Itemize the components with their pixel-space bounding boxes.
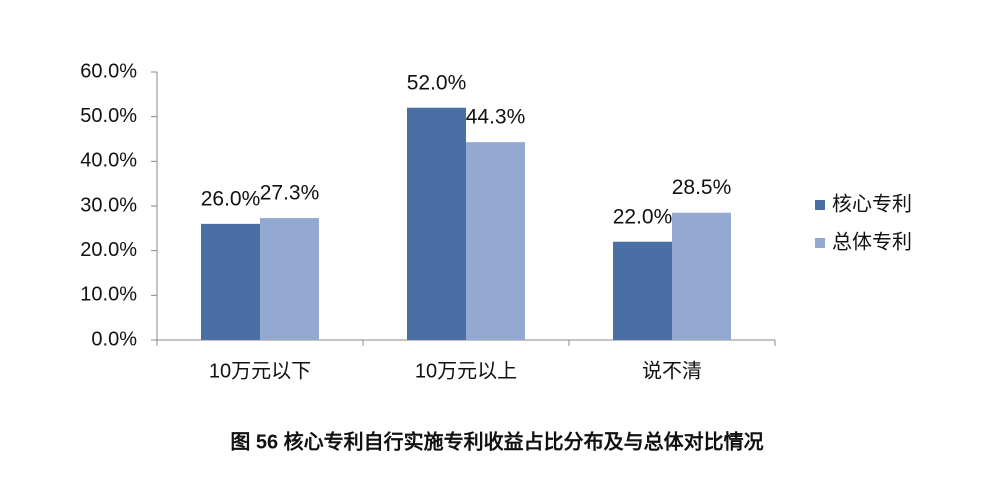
- value-label: 26.0%: [201, 187, 261, 210]
- y-tick-label: 10.0%: [80, 284, 137, 306]
- y-tick-label: 30.0%: [80, 194, 137, 216]
- x-tick-label: 说不清: [642, 359, 702, 382]
- y-tick-label: 60.0%: [80, 60, 137, 82]
- y-tick-label: 20.0%: [80, 239, 137, 261]
- legend-label: 核心专利: [832, 192, 912, 215]
- y-tick-label: 50.0%: [80, 105, 137, 127]
- value-label: 27.3%: [260, 182, 320, 205]
- chart-title: 图 56 核心专利自行实施专利收益占比分布及与总体对比情况: [230, 429, 763, 453]
- bar: [407, 107, 466, 340]
- value-label: 44.3%: [466, 106, 526, 129]
- bar: [260, 218, 319, 340]
- legend-swatch: [815, 238, 825, 248]
- x-tick-label: 10万元以上: [415, 359, 517, 382]
- y-tick-label: 40.0%: [80, 150, 137, 172]
- x-tick-label: 10万元以下: [209, 360, 311, 382]
- y-tick-label: 0.0%: [91, 328, 137, 350]
- value-label: 22.0%: [613, 205, 673, 228]
- value-label: 28.5%: [672, 176, 732, 199]
- bar: [613, 241, 672, 340]
- legend-label: 总体专利: [832, 230, 912, 253]
- bar: [672, 212, 731, 340]
- bar: [201, 223, 260, 340]
- legend-swatch: [815, 200, 825, 210]
- value-label: 52.0%: [407, 71, 467, 94]
- bar: [466, 142, 525, 340]
